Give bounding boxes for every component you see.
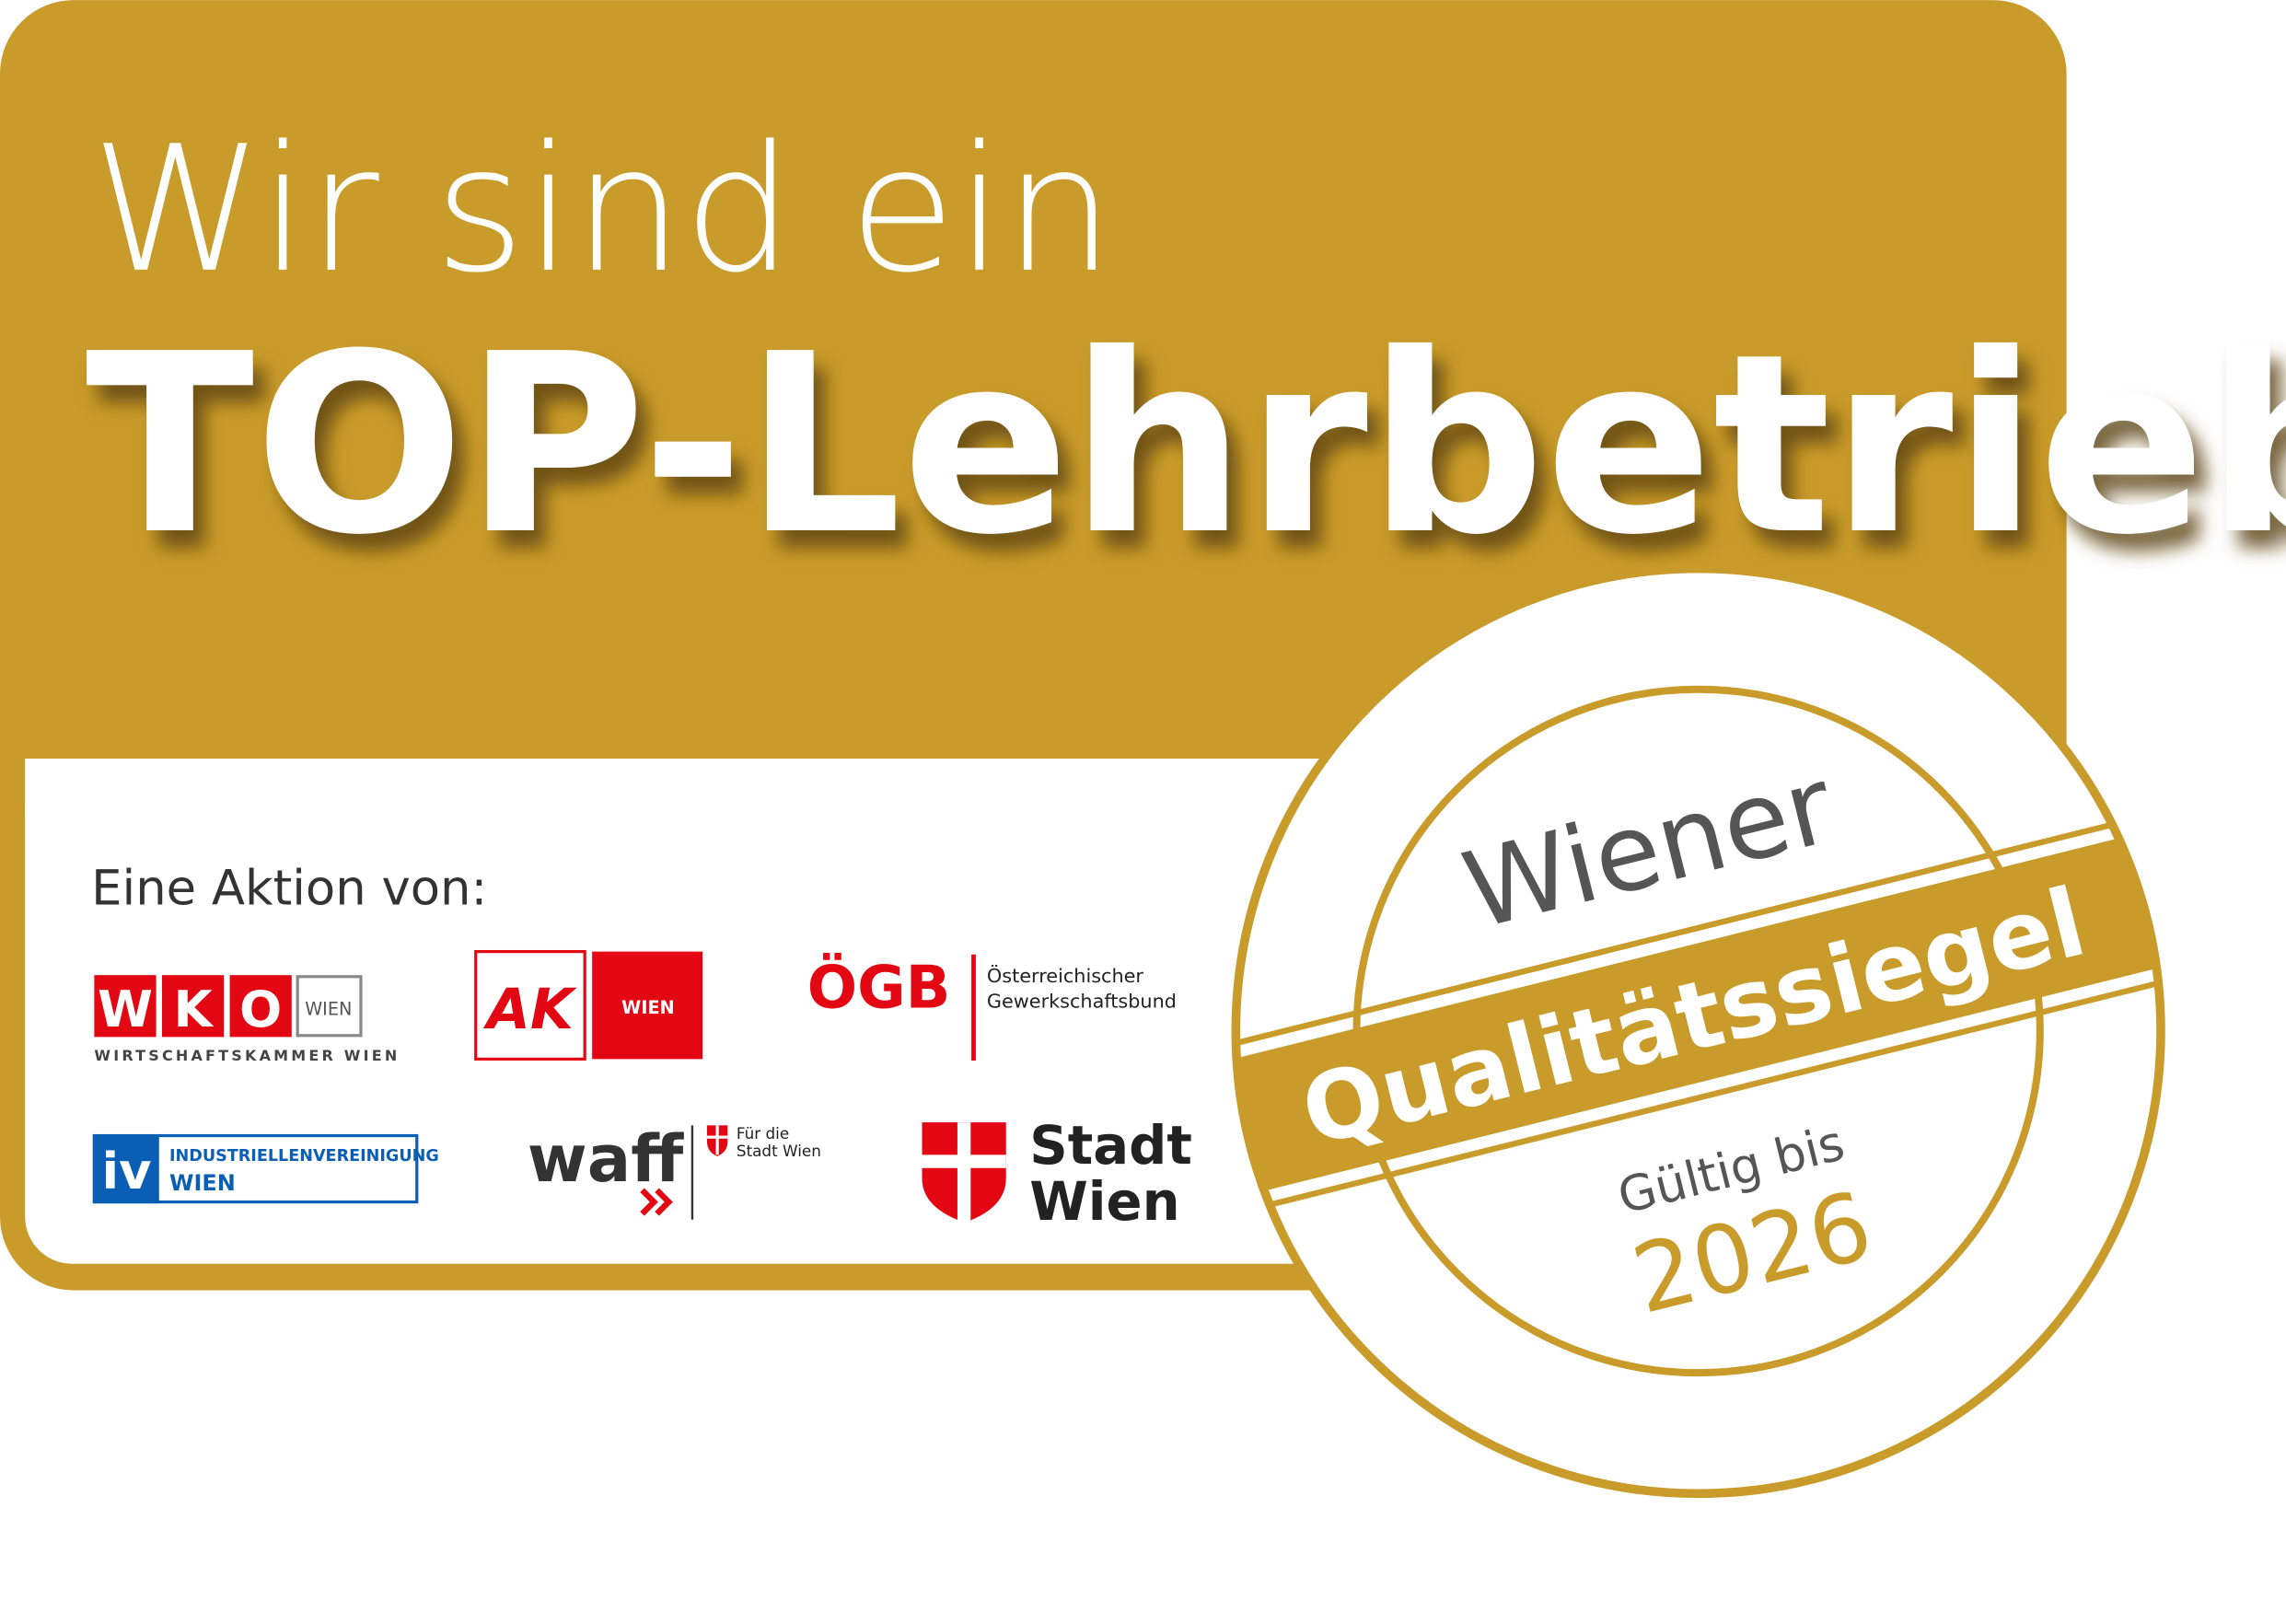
ogb-logo: ÖGB Österreichischer Gewerkschaftsbund — [807, 952, 1177, 1061]
partners-intro: Eine Aktion von: — [91, 860, 487, 916]
ak-logo: AK WIEN — [474, 949, 703, 1061]
ogb-line2: Gewerkschaftsbund — [987, 990, 1177, 1012]
iv-name: iv — [102, 1143, 152, 1201]
waff-name: waff — [528, 1121, 685, 1197]
ak-name: AK — [483, 978, 577, 1042]
wko-region: WIEN — [305, 998, 352, 1019]
stadt-line1: Stadt — [1029, 1115, 1192, 1177]
stadt-line2: Wien — [1029, 1171, 1179, 1233]
wko-letter: W — [98, 980, 153, 1038]
stadt-wien-logo: Stadt Wien — [922, 1115, 1192, 1233]
wko-logo: W K O WIEN WIRTSCHAFTSKAMMER WIEN — [94, 975, 400, 1064]
iv-line2: WIEN — [169, 1170, 236, 1196]
waff-line2: Stadt Wien — [737, 1142, 821, 1160]
iv-line1: INDUSTRIELLENVEREINIGUNG — [169, 1147, 439, 1166]
ogb-name: ÖGB — [807, 952, 951, 1022]
wko-letter: O — [239, 980, 282, 1038]
wko-full: WIRTSCHAFTSKAMMER WIEN — [94, 1047, 400, 1064]
seal: Wiener Qualitätssiegel Gültig bis 2026 — [1231, 563, 2165, 1499]
headline-2: TOP-Lehrbetrieb — [86, 302, 2286, 589]
ak-region: WIEN — [621, 997, 674, 1018]
iv-logo: iv INDUSTRIELLENVEREINIGUNG WIEN — [92, 1133, 439, 1204]
waff-line1: Für die — [737, 1124, 789, 1143]
headline-1: Wir sind ein — [91, 109, 1114, 311]
wko-letter: K — [174, 980, 215, 1038]
ogb-line1: Österreichischer — [987, 964, 1144, 987]
waff-logo: waff Für die Stadt Wien — [528, 1121, 821, 1220]
